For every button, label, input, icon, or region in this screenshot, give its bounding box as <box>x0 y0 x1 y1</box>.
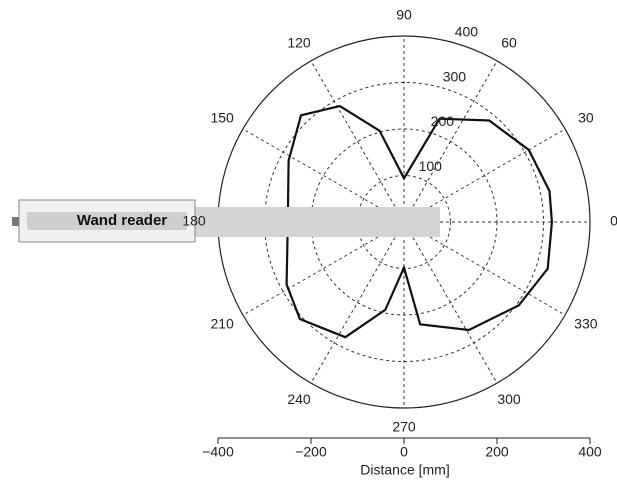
angle-label: 210 <box>210 316 234 332</box>
angle-label: 180 <box>182 213 206 229</box>
angle-label: 90 <box>396 7 412 23</box>
r-tick-label: 100 <box>419 158 443 174</box>
x-tick-label: 0 <box>400 444 408 460</box>
wand-tip <box>12 217 19 226</box>
x-tick-label: 400 <box>578 444 602 460</box>
x-tick-label: −400 <box>202 444 234 460</box>
x-tick-label: 200 <box>485 444 509 460</box>
angle-label: 300 <box>497 391 521 407</box>
angle-label: 150 <box>210 110 234 126</box>
x-axis-label: Distance [mm] <box>360 462 449 478</box>
angle-label: 0 <box>610 213 617 229</box>
r-tick-label: 200 <box>431 113 455 129</box>
r-tick-label: 300 <box>443 68 467 84</box>
angle-label: 60 <box>501 34 517 50</box>
angle-label: 270 <box>392 419 416 435</box>
x-tick-label: −200 <box>295 444 327 460</box>
r-tick-label: 400 <box>455 23 479 39</box>
wand-beam <box>195 207 440 237</box>
angle-label: 240 <box>287 391 311 407</box>
chart: Wand reader Distance [mm] 0 30 60 90 120 150 1… <box>0 0 617 485</box>
angle-label: 30 <box>578 110 594 126</box>
wand-label: Wand reader <box>77 212 167 229</box>
angle-label: 120 <box>287 34 311 50</box>
angle-label: 330 <box>574 316 598 332</box>
